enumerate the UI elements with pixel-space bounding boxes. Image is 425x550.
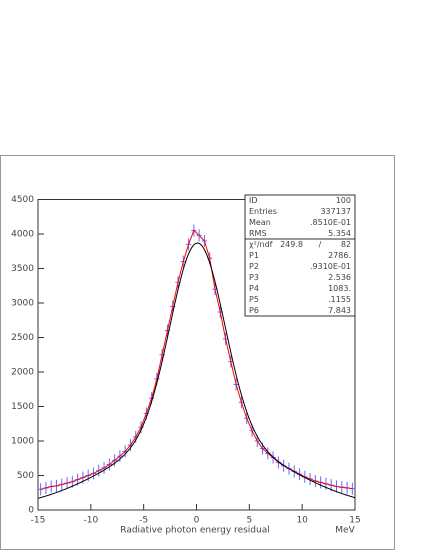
x-unit: MeV [335, 526, 355, 536]
x-tick-label: 0 [194, 516, 200, 526]
y-tick-label: 2000 [11, 368, 34, 378]
stat-value: 5.354 [328, 229, 351, 238]
data-line [40, 229, 353, 490]
x-tick-label: -5 [139, 516, 148, 526]
param-label: P2 [249, 262, 259, 271]
param-label: P4 [249, 284, 259, 293]
y-tick-label: 1000 [11, 437, 34, 447]
param-label: P6 [249, 306, 259, 315]
chi-sep: / [319, 240, 322, 249]
param-label: P3 [249, 273, 259, 282]
y-tick-label: 4500 [11, 195, 34, 205]
ndf-value: 82 [341, 240, 351, 249]
x-tick-label: 10 [296, 516, 308, 526]
fit-box [244, 238, 356, 317]
chi-value: 249.8 [280, 240, 303, 249]
stat-label: RMS [249, 229, 267, 238]
param-value: 2.536 [328, 273, 351, 282]
y-tick-label: 3500 [11, 264, 34, 274]
param-label: P5 [249, 295, 259, 304]
x-tick-label: 5 [246, 516, 252, 526]
stat-value: 337137 [320, 207, 351, 216]
x-tick-label: -10 [83, 516, 98, 526]
y-tick-label: 2500 [11, 333, 34, 343]
y-tick-label: 500 [17, 471, 34, 481]
stat-value: .8510E-01 [310, 218, 351, 227]
param-value: 7.843 [328, 306, 351, 315]
y-tick-label: 1500 [11, 402, 34, 412]
param-value: .9310E-01 [310, 262, 351, 271]
stat-value: 100 [336, 196, 351, 205]
chi-label: χ²/ndf [249, 240, 273, 249]
param-value: 2786. [328, 251, 351, 260]
stat-label: Mean [249, 218, 271, 227]
param-value: 1083. [328, 284, 351, 293]
x-tick-label: 15 [349, 516, 360, 526]
fit-curve [37, 242, 356, 499]
param-label: P1 [249, 251, 259, 260]
stat-label: ID [249, 196, 258, 205]
param-value: .1155 [328, 295, 351, 304]
y-tick-label: 4000 [11, 230, 34, 240]
y-tick-label: 3000 [11, 299, 34, 309]
stat-label: Entries [249, 207, 277, 216]
y-tick-label: 0 [28, 506, 34, 516]
x-axis-label: Radiative photon energy residual [120, 526, 269, 536]
x-tick-label: -15 [31, 516, 46, 526]
